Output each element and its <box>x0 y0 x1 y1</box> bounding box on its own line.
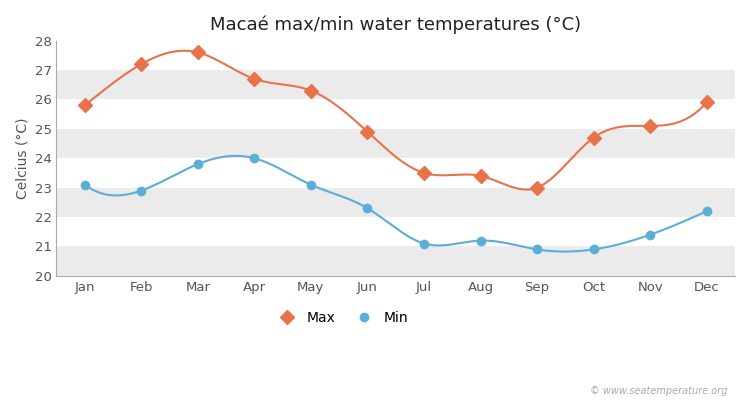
Min <box>476 238 485 243</box>
Max <box>702 100 711 105</box>
Bar <box>56 217 735 246</box>
Y-axis label: Celcius (°C): Celcius (°C) <box>15 118 29 199</box>
Text: © www.seatemperature.org: © www.seatemperature.org <box>590 386 728 396</box>
Min <box>363 206 372 211</box>
Bar <box>56 158 735 188</box>
Max <box>590 135 598 140</box>
Min <box>590 247 598 252</box>
Min <box>646 232 655 237</box>
Max <box>476 174 485 178</box>
Max <box>532 185 542 190</box>
Max <box>250 76 259 81</box>
Bar <box>56 129 735 158</box>
Line: Max: Max <box>80 48 712 192</box>
Max <box>136 62 146 66</box>
Max <box>194 50 202 55</box>
Bar <box>56 41 735 70</box>
Bar <box>56 70 735 100</box>
Min <box>194 162 202 166</box>
Legend: Max, Min: Max, Min <box>268 305 414 330</box>
Title: Macaé max/min water temperatures (°C): Macaé max/min water temperatures (°C) <box>210 15 581 34</box>
Min <box>307 182 316 187</box>
Bar <box>56 246 735 276</box>
Max <box>80 103 89 108</box>
Max <box>363 129 372 134</box>
Min <box>136 188 146 193</box>
Bar <box>56 188 735 217</box>
Min <box>250 156 259 161</box>
Min <box>80 182 89 187</box>
Bar <box>56 100 735 129</box>
Line: Min: Min <box>80 153 712 254</box>
Max <box>419 170 428 175</box>
Max <box>646 124 655 128</box>
Max <box>307 88 316 93</box>
Min <box>419 241 428 246</box>
Min <box>702 209 711 214</box>
Min <box>532 247 542 252</box>
